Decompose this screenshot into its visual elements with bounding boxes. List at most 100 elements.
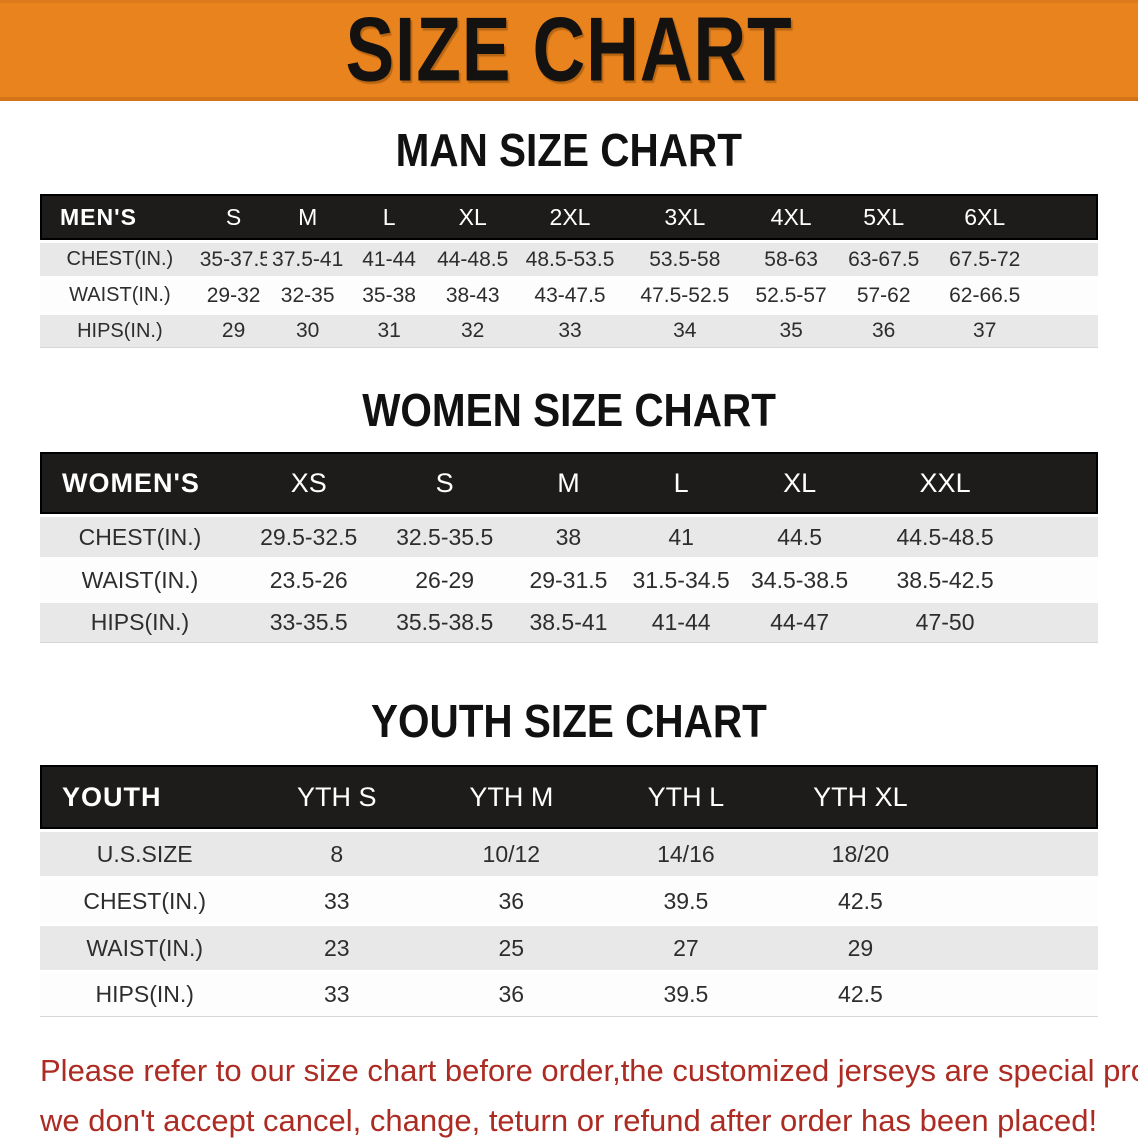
cell: 38.5-41 xyxy=(511,603,626,643)
cell: 18/20 xyxy=(831,840,890,867)
cell: 58-63 xyxy=(764,247,818,271)
cell: 30 xyxy=(267,315,348,348)
youth-chest-row: CHEST(IN.) 33 36 39.5 42.5 xyxy=(40,879,1098,923)
women-size-header: XL xyxy=(737,452,863,514)
cell: 39.5 xyxy=(598,973,774,1017)
cell: 14/16 xyxy=(657,840,715,867)
cell-filler xyxy=(1040,279,1098,312)
man-heading-text: MAN SIZE CHART xyxy=(395,124,743,176)
men-size-header: M xyxy=(267,194,348,240)
youth-size-header: YTH XL xyxy=(773,765,948,829)
cell: 36 xyxy=(424,973,599,1017)
women-size-header: S xyxy=(377,452,512,514)
cell: 33 xyxy=(249,973,425,1017)
cell: 53.5-58 xyxy=(649,247,721,271)
men-waist-row: WAIST(IN.) 29-32 32-35 35-38 38-43 43-47… xyxy=(40,279,1098,312)
men-group-label: MEN'S xyxy=(40,194,200,240)
youth-waist-row: WAIST(IN.) 23 25 27 29 xyxy=(40,926,1098,970)
cell: 44-48.5 xyxy=(437,247,509,271)
women-table-header: WOMEN'S XS S M L XL XXL xyxy=(40,452,1098,514)
cell: 35.5-38.5 xyxy=(377,603,512,643)
cell: 34 xyxy=(625,315,745,348)
cell: 23.5-26 xyxy=(269,566,348,593)
youth-heading-text: YOUTH SIZE CHART xyxy=(371,695,767,747)
cell: 35-38 xyxy=(362,283,416,307)
cell: 23 xyxy=(323,934,350,961)
row-label: WAIST(IN.) xyxy=(81,566,199,593)
cell-filler xyxy=(1040,243,1098,276)
cell: 29-32 xyxy=(206,283,261,307)
women-size-header: L xyxy=(625,452,738,514)
cell: 57-62 xyxy=(856,283,911,307)
row-label: HIPS(IN.) xyxy=(40,973,250,1017)
cell: 38 xyxy=(555,523,582,550)
women-group-label: WOMEN'S xyxy=(40,452,240,514)
men-size-header: 6XL xyxy=(929,194,1040,240)
cell: 8 xyxy=(330,840,344,867)
men-size-header: S xyxy=(199,194,268,240)
cell: 36 xyxy=(498,887,525,914)
men-chest-row: CHEST(IN.) 35-37.5 37.5-41 41-44 44-48.5… xyxy=(40,243,1098,276)
men-size-header: 5XL xyxy=(837,194,930,240)
cell: 41-44 xyxy=(625,603,738,643)
cell: 33 xyxy=(515,315,626,348)
cell: 44.5 xyxy=(777,523,822,550)
cell-filler xyxy=(1028,517,1098,557)
men-hips-row: HIPS(IN.) 29 30 31 32 33 34 35 36 37 xyxy=(40,315,1098,348)
cell: 38.5-42.5 xyxy=(896,566,994,593)
youth-size-header: YTH S xyxy=(249,765,425,829)
cell-filler xyxy=(1028,560,1098,600)
cell-filler xyxy=(947,973,1098,1017)
women-size-header: XS xyxy=(239,452,378,514)
cell: 32.5-35.5 xyxy=(396,523,494,550)
men-size-header: 4XL xyxy=(744,194,838,240)
men-size-header: L xyxy=(347,194,431,240)
women-size-table: WOMEN'S XS S M L XL XXL CHEST(IN.) 29.5-… xyxy=(40,449,1098,646)
cell: 36 xyxy=(837,315,930,348)
man-section-heading: MAN SIZE CHART xyxy=(0,127,1138,173)
banner-title: SIZE CHART xyxy=(345,0,793,101)
row-label: CHEST(IN.) xyxy=(83,887,207,914)
cell: 67.5-72 xyxy=(949,247,1021,271)
cell-filler xyxy=(948,879,1098,923)
size-chart-banner: SIZE CHART xyxy=(0,0,1138,101)
cell: 35 xyxy=(744,315,838,348)
row-label: WAIST(IN.) xyxy=(86,934,204,961)
cell: 34.5-38.5 xyxy=(751,566,849,593)
men-size-header: XL xyxy=(430,194,515,240)
women-waist-row: WAIST(IN.) 23.5-26 26-29 29-31.5 31.5-34… xyxy=(40,560,1098,600)
cell: 32 xyxy=(430,315,515,348)
youth-ussize-row: U.S.SIZE 8 10/12 14/16 18/20 xyxy=(40,832,1098,876)
cell: 47.5-52.5 xyxy=(640,283,730,307)
cell: 63-67.5 xyxy=(848,247,920,271)
cell: 29.5-32.5 xyxy=(260,523,358,550)
youth-group-label: YOUTH xyxy=(40,765,250,829)
cell: 37 xyxy=(929,315,1040,348)
youth-size-table: YOUTH YTH S YTH M YTH L YTH XL U.S.SIZE … xyxy=(40,762,1098,1020)
cell: 41 xyxy=(668,523,694,550)
women-hips-row: HIPS(IN.) 33-35.5 35.5-38.5 38.5-41 41-4… xyxy=(40,603,1098,643)
youth-size-header: YTH M xyxy=(424,765,599,829)
cell: 29 xyxy=(847,934,874,961)
cell: 52.5-57 xyxy=(755,283,827,307)
cell-filler xyxy=(1028,603,1098,643)
cell: 35-37.5 xyxy=(199,247,268,271)
cell: 29 xyxy=(199,315,268,348)
cell: 38-43 xyxy=(445,283,500,307)
cell: 33-35.5 xyxy=(239,603,378,643)
men-table-header: MEN'S S M L XL 2XL 3XL 4XL 5XL 6XL xyxy=(40,194,1098,240)
women-size-header: M xyxy=(511,452,626,514)
cell: 25 xyxy=(498,934,525,961)
row-label: HIPS(IN.) xyxy=(40,315,200,348)
cell: 33 xyxy=(323,887,350,914)
row-label: HIPS(IN.) xyxy=(40,603,240,643)
cell: 27 xyxy=(673,934,699,961)
women-header-filler xyxy=(1028,452,1098,514)
cell: 42.5 xyxy=(838,887,883,914)
youth-header-filler xyxy=(947,765,1098,829)
youth-size-header: YTH L xyxy=(598,765,774,829)
cell: 26-29 xyxy=(415,566,475,593)
youth-section-heading: YOUTH SIZE CHART xyxy=(0,698,1138,744)
cell: 44-47 xyxy=(737,603,863,643)
men-size-header: 3XL xyxy=(625,194,745,240)
